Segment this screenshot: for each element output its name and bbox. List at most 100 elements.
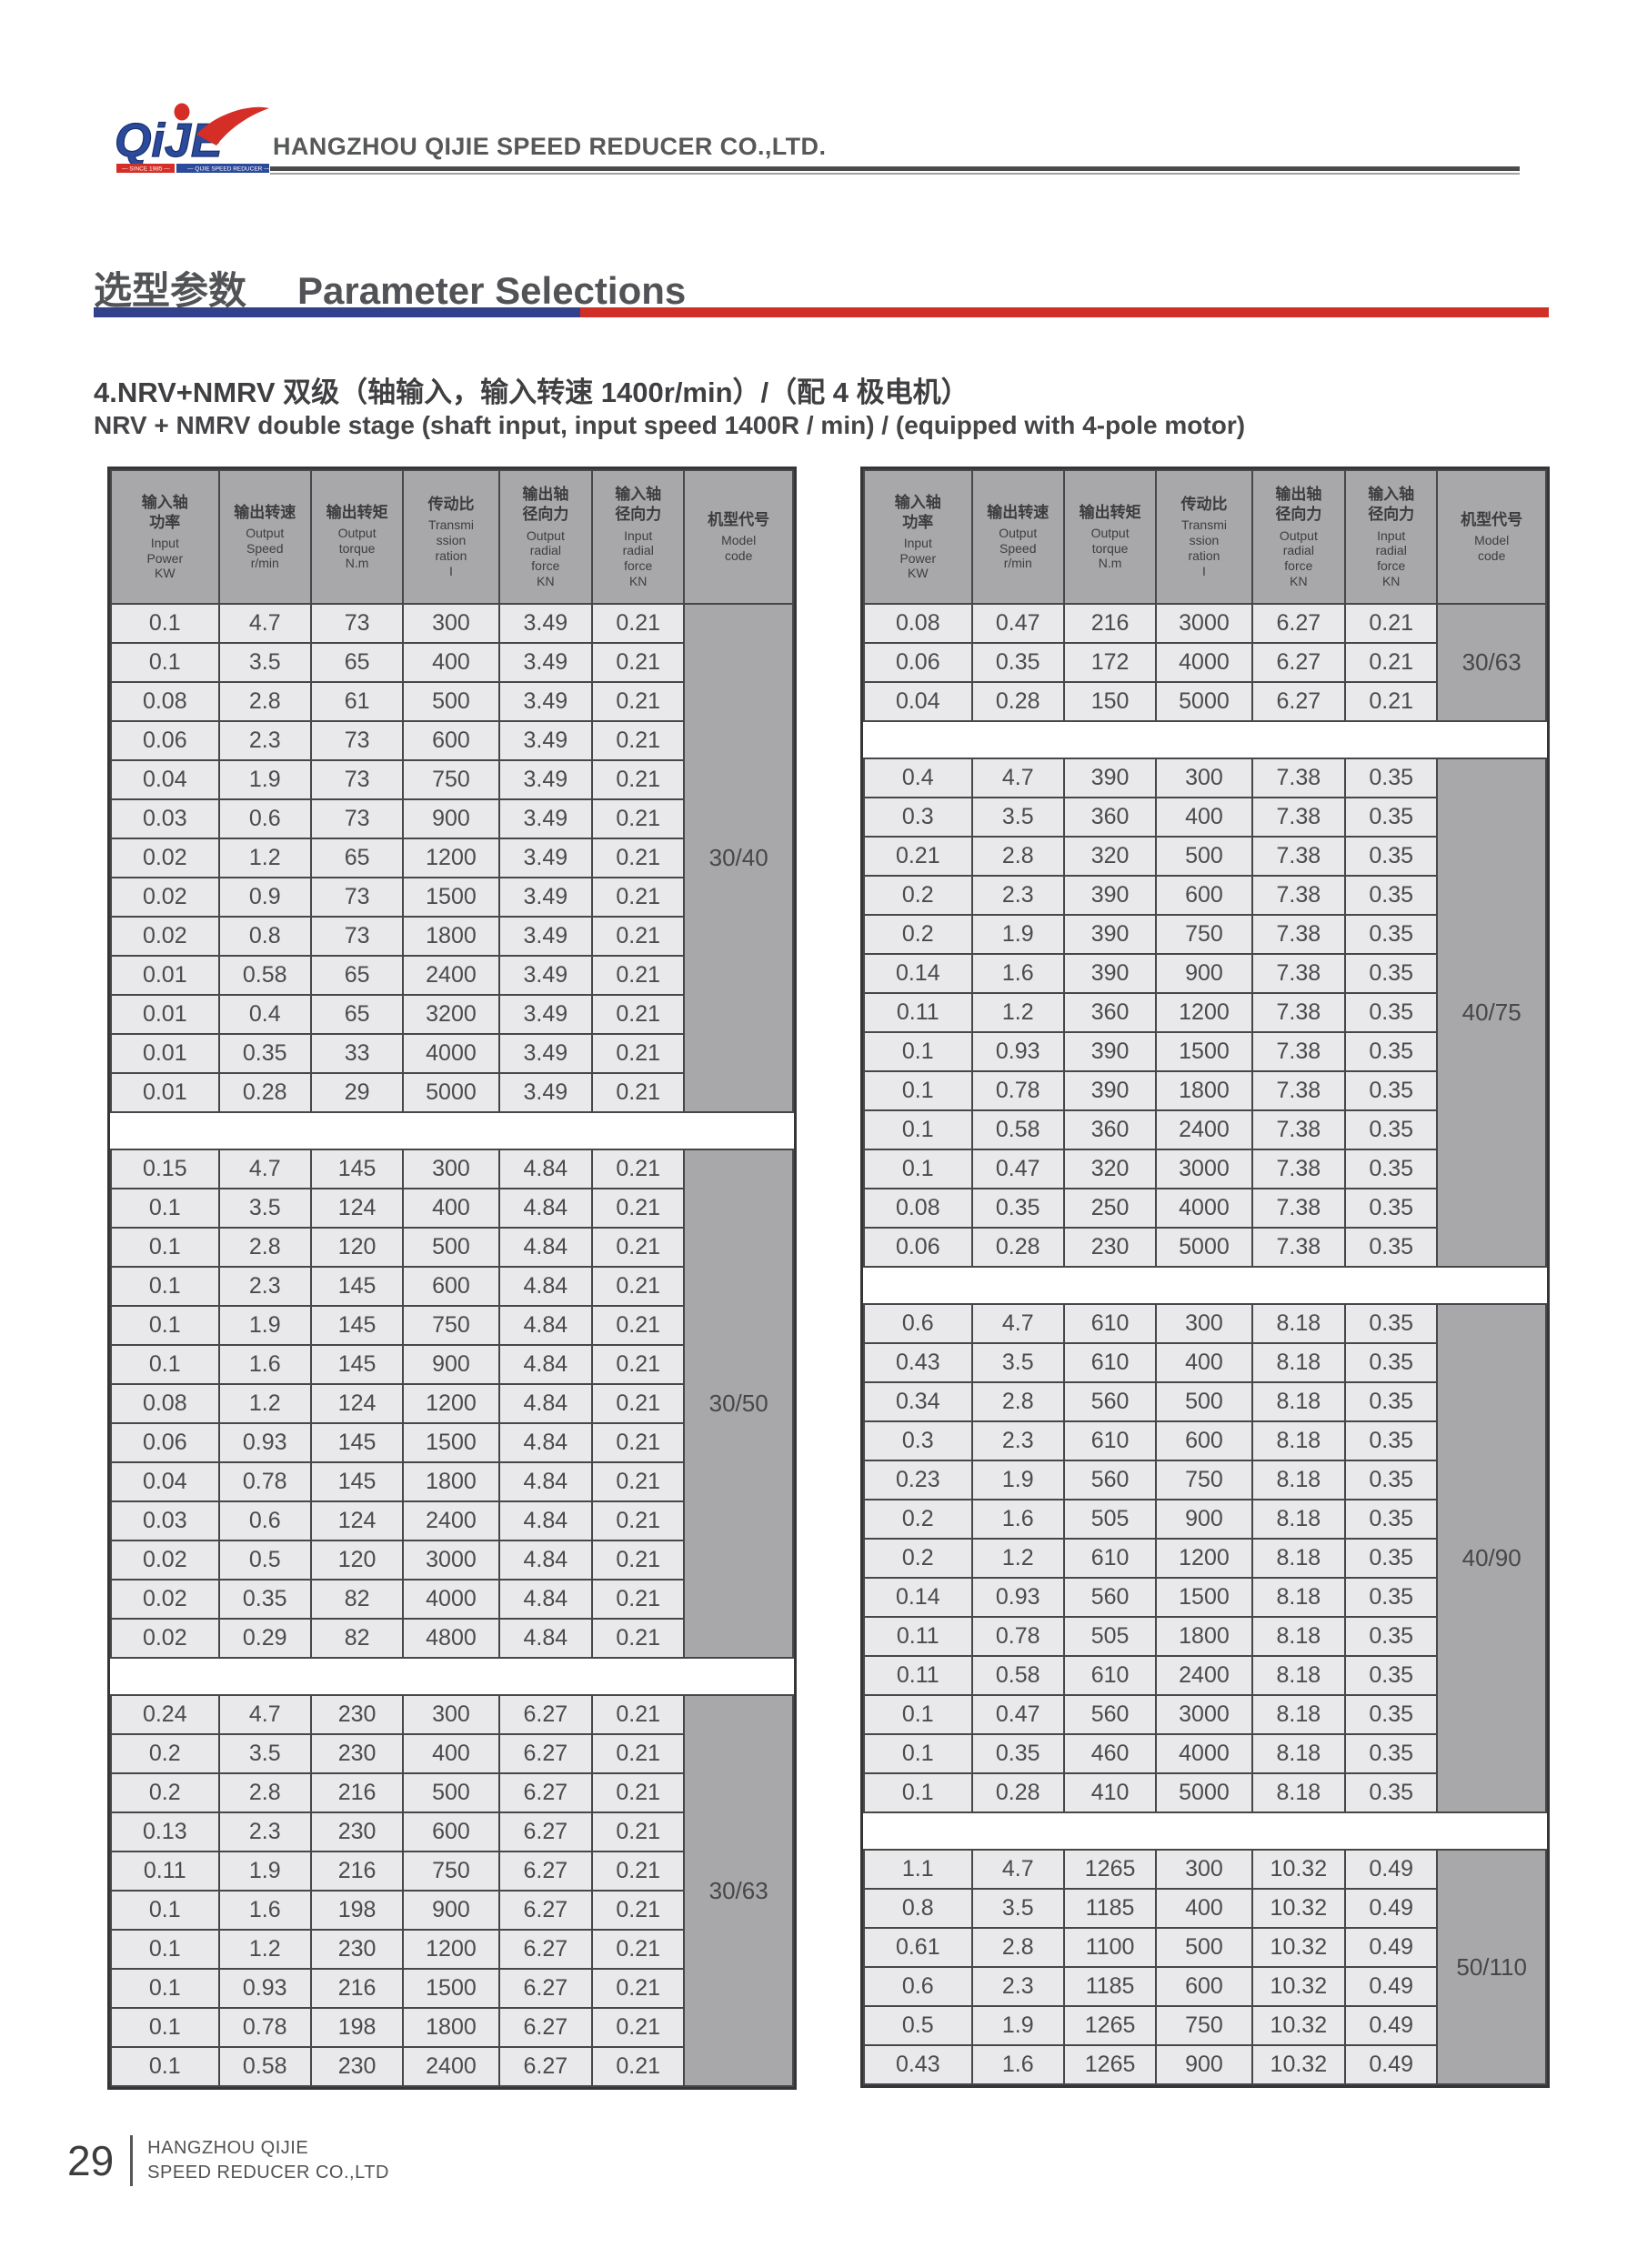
- table-cell: 0.03: [110, 1500, 220, 1541]
- table-cell: 1.2: [970, 1538, 1065, 1579]
- table-cell: 500: [1155, 1381, 1253, 1422]
- table-cell: 0.21: [591, 1772, 686, 1813]
- table-cell: 0.29: [217, 1618, 312, 1659]
- table-cell: 0.8: [217, 916, 312, 957]
- table-cell: 300: [402, 603, 500, 644]
- table-row: 0.2 2.8 216 500 6.27 0.21: [110, 1772, 793, 1813]
- column-header-1: 输入轴 功率 Input Power KW: [110, 469, 220, 605]
- table-cell: 400: [1155, 797, 1253, 838]
- table-cell: 0.02: [110, 916, 220, 957]
- table-cell: 73: [309, 720, 405, 761]
- table-cell: 1800: [402, 1461, 500, 1502]
- table-row: 0.14 1.6 390 900 7.38 0.35: [863, 953, 1546, 994]
- column-header-en-line: torque: [338, 540, 376, 556]
- table-cell: 0.15: [110, 1149, 220, 1189]
- model-code-cell: 30/63: [1436, 603, 1547, 722]
- table-row: 0.43 1.6 1265 900 10.32 0.49: [863, 2044, 1546, 2085]
- table-cell: 0.08: [110, 681, 220, 722]
- column-header-en-line: Output: [246, 525, 285, 540]
- table-cell: 0.1: [110, 642, 220, 683]
- table-cell: 390: [1062, 1070, 1158, 1111]
- table-cell: 0.49: [1344, 2044, 1439, 2085]
- table-cell: 0.21: [591, 1188, 686, 1229]
- column-header-en: Input Power KW: [112, 536, 218, 581]
- table-cell: 0.58: [970, 1109, 1065, 1150]
- table-cell: 3.49: [497, 1033, 594, 1074]
- footer-company: HANGZHOU QIJIE SPEED REDUCER CO.,LTD: [147, 2136, 389, 2185]
- table-row: 0.61 2.8 1100 500 10.32 0.49: [863, 1927, 1546, 1968]
- table-cell: 0.35: [1344, 1460, 1439, 1500]
- table-cell: 0.47: [970, 1694, 1065, 1735]
- table-cell: 0.6: [217, 798, 312, 839]
- table-cell: 120: [309, 1227, 405, 1268]
- page-title: 选型参数 Parameter Selections: [94, 260, 686, 316]
- column-header-zh: 传动比: [404, 495, 497, 515]
- footer-divider: [130, 2135, 134, 2186]
- table-cell: 0.21: [591, 1733, 686, 1774]
- table-cell: 0.35: [1344, 953, 1439, 994]
- table-cell: 0.4: [217, 994, 312, 1035]
- column-header-en-line: ration: [435, 548, 467, 564]
- parameter-table-right: 输入轴 功率 Input Power KW 输出转速 Output Speed r/min 输出转…: [860, 467, 1550, 2088]
- table-cell: 0.21: [591, 1500, 686, 1541]
- table-row: 0.01 0.58 65 2400 3.49 0.21: [110, 955, 793, 996]
- table-cell: 7.38: [1250, 1070, 1347, 1111]
- table-cell: 0.08: [863, 603, 973, 644]
- table-cell: 0.35: [1344, 1109, 1439, 1150]
- table-cell: 900: [1155, 2044, 1253, 2085]
- table-cell: 1265: [1062, 2044, 1158, 2085]
- table-row: 0.6 2.3 1185 600 10.32 0.49: [863, 1966, 1546, 2007]
- table-cell: 1500: [402, 877, 500, 918]
- column-header-en-line: Power: [899, 550, 937, 566]
- table-cell: 400: [1155, 1342, 1253, 1383]
- table-cell: 3.49: [497, 877, 594, 918]
- table-row: 0.2 1.6 505 900 8.18 0.35: [863, 1499, 1546, 1540]
- table-cell: 3000: [1155, 603, 1253, 644]
- table-row: 0.1 0.58 360 2400 7.38 0.35: [863, 1109, 1546, 1150]
- table-cell: 5000: [1155, 681, 1253, 722]
- table-cell: 1185: [1062, 1966, 1158, 2007]
- table-cell: 0.23: [863, 1460, 973, 1500]
- table-cell: 900: [1155, 953, 1253, 994]
- table-cell: 0.49: [1344, 1849, 1439, 1890]
- table-cell: 300: [402, 1149, 500, 1189]
- table-row: 0.08 1.2 124 1200 4.84 0.21: [110, 1383, 793, 1424]
- table-cell: 0.21: [1344, 642, 1439, 683]
- table-cell: 0.28: [970, 681, 1065, 722]
- table-cell: 600: [1155, 1966, 1253, 2007]
- table-cell: 0.1: [110, 603, 220, 644]
- column-header-zh-line: 输入轴: [141, 493, 188, 511]
- table-cell: 0.2: [863, 1538, 973, 1579]
- column-header-en-line: ssion: [436, 533, 467, 548]
- table-cell: 8.18: [1250, 1381, 1347, 1422]
- table-cell: 500: [402, 1227, 500, 1268]
- section-separator-row: [864, 1266, 1546, 1305]
- column-header-5: 输出轴 径向力 Output radial force KN: [497, 469, 594, 605]
- table-cell: 0.78: [970, 1070, 1065, 1111]
- table-cell: 1800: [1155, 1616, 1253, 1657]
- table-cell: 3.5: [217, 1188, 312, 1229]
- column-header-en-line: Speed: [246, 540, 284, 556]
- column-header-en: Output radial force KN: [500, 528, 591, 589]
- table-cell: 1.1: [863, 1849, 973, 1890]
- table-cell: 8.18: [1250, 1420, 1347, 1461]
- table-cell: 0.21: [591, 1811, 686, 1852]
- table-cell: 3.5: [970, 1888, 1065, 1929]
- section-separator-cell: [864, 1266, 1546, 1305]
- table-cell: 0.1: [110, 1305, 220, 1346]
- table-cell: 0.21: [591, 1618, 686, 1659]
- table-cell: 1.6: [217, 1890, 312, 1931]
- table-cell: 0.35: [1344, 1694, 1439, 1735]
- table-cell: 3.5: [970, 797, 1065, 838]
- section-separator-row: [111, 1657, 793, 1696]
- table-cell: 0.2: [863, 1499, 973, 1540]
- table-cell: 0.21: [591, 1540, 686, 1581]
- table-cell: 300: [402, 1694, 500, 1735]
- title-underline-blue: [94, 307, 580, 317]
- column-header-zh: 输入轴 径向力: [1346, 485, 1436, 525]
- table-cell: 0.35: [970, 1188, 1065, 1229]
- table-cell: 1.9: [970, 914, 1065, 955]
- table-row: 0.08 0.35 250 4000 7.38 0.35: [863, 1188, 1546, 1229]
- column-header-en-line: ssion: [1189, 533, 1220, 548]
- table-cell: 0.35: [1344, 1499, 1439, 1540]
